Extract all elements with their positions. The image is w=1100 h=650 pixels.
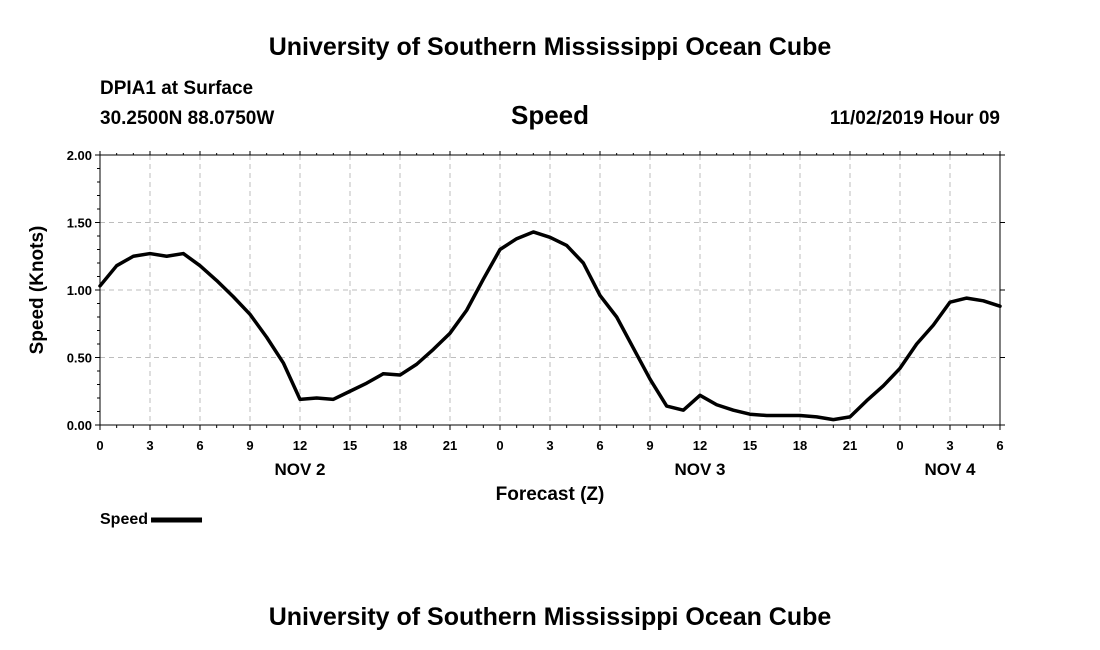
y-tick-label: 1.00 [67,283,92,298]
x-tick-label: 3 [946,438,953,453]
x-tick-label: 9 [246,438,253,453]
y-axis-label: Speed (Knots) [27,226,48,355]
x-tick-label: 12 [293,438,307,453]
x-tick-label: 6 [596,438,603,453]
x-tick-label: 21 [443,438,457,453]
station-label: DPIA1 at Surface [100,78,253,99]
day-label: NOV 2 [274,460,325,479]
x-tick-label: 15 [743,438,757,453]
day-label: NOV 3 [674,460,725,479]
x-tick-label: 0 [896,438,903,453]
x-tick-label: 0 [496,438,503,453]
y-tick-label: 0.00 [67,418,92,433]
coordinates-label: 30.2500N 88.0750W [100,108,274,129]
x-tick-label: 12 [693,438,707,453]
x-tick-label: 18 [793,438,807,453]
x-tick-label: 21 [843,438,857,453]
legend: Speed [100,511,202,528]
grid [100,155,1000,425]
y-tick-label: 1.50 [67,216,92,231]
x-tick-label: 18 [393,438,407,453]
bottom-title: University of Southern Mississippi Ocean… [269,603,832,631]
timestamp-label: 11/02/2019 Hour 09 [830,108,1000,129]
legend-label: Speed [100,511,148,528]
chart-title: Speed [511,100,589,130]
tick-labels: 0 3 6 9 12 15 18 21 0 3 6 9 12 15 18 21 0 3 6 0.00 0.50 1.00 1… [67,148,1004,479]
x-tick-label: 15 [343,438,357,453]
top-title: University of Southern Mississippi Ocean… [269,33,832,61]
x-tick-label: 9 [646,438,653,453]
x-tick-label: 6 [196,438,203,453]
x-axis-label: Forecast (Z) [496,484,605,505]
x-tick-label: 3 [546,438,553,453]
y-tick-label: 2.00 [67,148,92,163]
y-tick-label: 0.50 [67,351,92,366]
day-label: NOV 4 [924,460,976,479]
x-tick-label: 3 [146,438,153,453]
x-tick-label: 6 [996,438,1003,453]
x-tick-label: 0 [96,438,103,453]
